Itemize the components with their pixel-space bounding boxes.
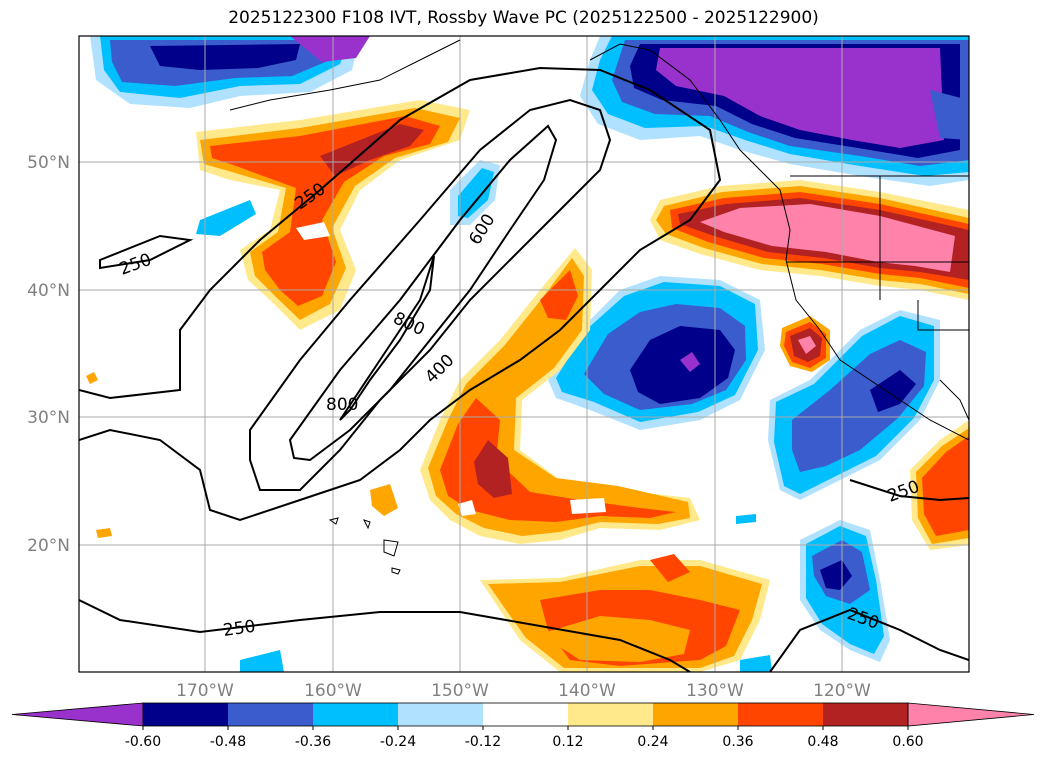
lat-label: 30°N (27, 408, 70, 428)
colorbar-segments (11, 702, 1035, 727)
lat-label: 40°N (27, 281, 70, 301)
lon-label: 140°W (558, 681, 616, 700)
colorbar-frame (142, 702, 909, 727)
colorbar-segment (568, 703, 653, 726)
gridlines (79, 36, 969, 672)
colorbar-ticks: -0.60 -0.48 -0.36 -0.24 -0.12 0.12 0.24 0.36 0.4… (125, 726, 924, 750)
map-title: 2025122300 F108 IVT, Rossby Wave PC (202… (228, 8, 819, 28)
colorbar-extend-low (11, 702, 144, 727)
colorbar-tick-label: -0.48 (210, 734, 246, 750)
map-frame (78, 35, 970, 673)
colorbar-tick-label: 0.12 (552, 734, 583, 750)
contour-label: 800 (326, 395, 358, 415)
colorbar-tick-label: -0.24 (380, 734, 416, 750)
colorbar-tick-label: 0.48 (807, 734, 838, 750)
lat-labels: 50°N 40°N 30°N 20°N (27, 153, 70, 556)
lon-label: 150°W (431, 681, 489, 700)
lon-label: 120°W (813, 681, 871, 700)
lon-label: 130°W (686, 681, 744, 700)
colorbar-extend-high (907, 702, 1035, 727)
lat-label: 50°N (27, 153, 70, 173)
colorbar-tick-label: 0.60 (892, 734, 923, 750)
colorbar-tick-label: -0.12 (465, 734, 501, 750)
contour-label: 250 (222, 617, 257, 641)
colorbar-segment (143, 703, 228, 726)
colorbar-segment (398, 703, 483, 726)
colorbar-segment (823, 703, 908, 726)
colorbar-segment (653, 703, 738, 726)
lon-label: 160°W (304, 681, 362, 700)
lon-labels: 170°W 160°W 150°W 140°W 130°W 120°W (176, 681, 871, 700)
colorbar-segment (313, 703, 398, 726)
ivt-fill-layer (86, 36, 969, 672)
lon-label: 170°W (176, 681, 234, 700)
lat-label: 20°N (27, 536, 70, 556)
coastlines (229, 39, 969, 575)
colorbar-segment (228, 703, 313, 726)
colorbar-tick-label: 0.24 (637, 734, 668, 750)
ivt-contours (79, 66, 969, 672)
map-panel: 250 250 250 250 600 800 800 400 250 50°N… (27, 35, 970, 700)
colorbar-segment (483, 703, 568, 726)
colorbar-tick-label: -0.60 (125, 734, 161, 750)
colorbar-tick-label: 0.36 (722, 734, 753, 750)
colorbar-segment (738, 703, 823, 726)
colorbar-tick-label: -0.36 (295, 734, 331, 750)
